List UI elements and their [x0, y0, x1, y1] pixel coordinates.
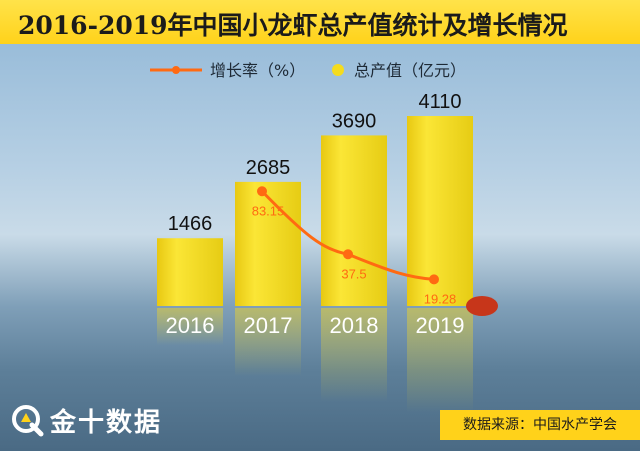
data-source: 数据来源：中国水产学会 [440, 410, 640, 440]
crayfish-icon [466, 296, 498, 316]
labels-group: 1466 2016 2685 2017 3690 2018 4110 2019 [166, 91, 465, 338]
x-tick-label-2018: 2018 [330, 313, 379, 338]
x-tick-label-2017: 2017 [244, 313, 293, 338]
x-tick-label-2016: 2016 [166, 313, 215, 338]
legend-line-marker [172, 66, 180, 74]
bar-reflection-2016 [157, 308, 223, 346]
bar-2017 [235, 181, 301, 306]
growth-line-group: 83.15 37.5 19.28 [252, 186, 498, 316]
logo-q-icon [12, 405, 44, 437]
bar-reflection-2019 [407, 308, 473, 413]
legend-bar-swatch [332, 64, 344, 76]
bar-value-label-2018: 3690 [332, 110, 377, 132]
bar-2019 [407, 116, 473, 306]
chart-title: 2016-2019年中国小龙虾总产值统计及增长情况 [18, 11, 568, 40]
x-tick-label-2019: 2019 [416, 313, 465, 338]
title-bar: 2016-2019年中国小龙虾总产值统计及增长情况 [0, 0, 640, 44]
legend-line-label: 增长率（%） [210, 61, 305, 80]
bar-reflections [157, 308, 473, 413]
bar-value-label-2019: 4110 [418, 91, 461, 113]
logo-text: 金十数据 [50, 407, 163, 438]
bar-value-label-2016: 1466 [168, 213, 213, 235]
legend: 增长率（%） 总产值（亿元） [150, 61, 466, 80]
bar-2016 [157, 238, 223, 306]
growth-label-2017: 83.15 [252, 203, 285, 218]
bar-2018 [321, 135, 387, 306]
growth-point-2018 [343, 249, 353, 260]
growth-point-2017 [257, 186, 267, 197]
growth-point-2019 [429, 274, 439, 285]
bar-reflection-2018 [321, 308, 387, 402]
legend-bar-label: 总产值（亿元） [354, 61, 466, 80]
growth-label-2019: 19.28 [424, 291, 457, 306]
bars-group [157, 116, 473, 306]
growth-label-2018: 37.5 [341, 266, 366, 281]
bar-reflection-2017 [235, 308, 301, 377]
brand-logo: 金十数据 [10, 400, 162, 440]
bar-value-label-2017: 2685 [246, 157, 291, 179]
